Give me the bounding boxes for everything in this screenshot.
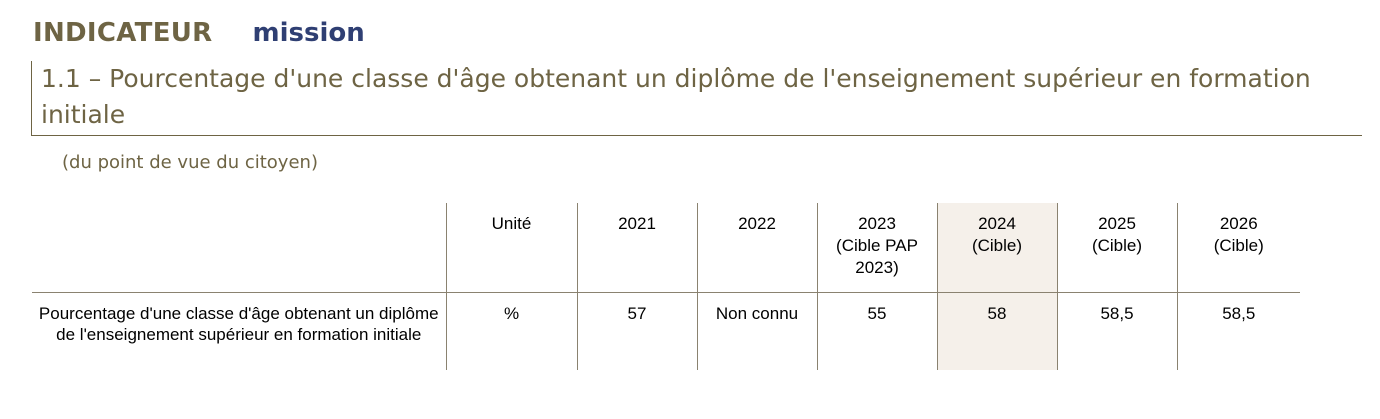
indicator-title: 1.1 – Pourcentage d'une classe d'âge obt… bbox=[41, 64, 1311, 129]
cell-2025: 58,5 bbox=[1056, 292, 1177, 370]
indicator-subtitle: (du point de vue du citoyen) bbox=[62, 152, 318, 173]
indicator-title-box: 1.1 – Pourcentage d'une classe d'âge obt… bbox=[31, 61, 1362, 136]
header-cell-2023: 2023 (Cible PAP 2023) bbox=[816, 203, 937, 293]
indicator-heading: INDICATEUR mission bbox=[33, 18, 365, 48]
header-cell-2021: 2021 bbox=[576, 203, 697, 293]
header-cell-unit: Unité bbox=[445, 203, 577, 293]
header-cell-label bbox=[32, 203, 446, 293]
indicator-kicker: INDICATEUR bbox=[33, 18, 213, 48]
indicator-table: Unité 2021 2022 2023 (Cible PAP 2023) 20… bbox=[32, 203, 1300, 370]
indicator-scope: mission bbox=[252, 18, 365, 48]
table-row: Pourcentage d'une classe d'âge obtenant … bbox=[32, 292, 1300, 370]
cell-2026: 58,5 bbox=[1176, 292, 1300, 370]
header-cell-2025: 2025 (Cible) bbox=[1056, 203, 1177, 293]
cell-2021: 57 bbox=[576, 292, 697, 370]
header-cell-2024: 2024 (Cible) bbox=[936, 203, 1057, 293]
cell-unit: % bbox=[445, 292, 577, 370]
cell-2023: 55 bbox=[816, 292, 937, 370]
cell-2022: Non connu bbox=[696, 292, 817, 370]
header-cell-2026: 2026 (Cible) bbox=[1176, 203, 1300, 293]
row-label: Pourcentage d'une classe d'âge obtenant … bbox=[38, 303, 439, 345]
table-header-row: Unité 2021 2022 2023 (Cible PAP 2023) 20… bbox=[32, 203, 1300, 293]
header-cell-2022: 2022 bbox=[696, 203, 817, 293]
cell-2024: 58 bbox=[936, 292, 1057, 370]
